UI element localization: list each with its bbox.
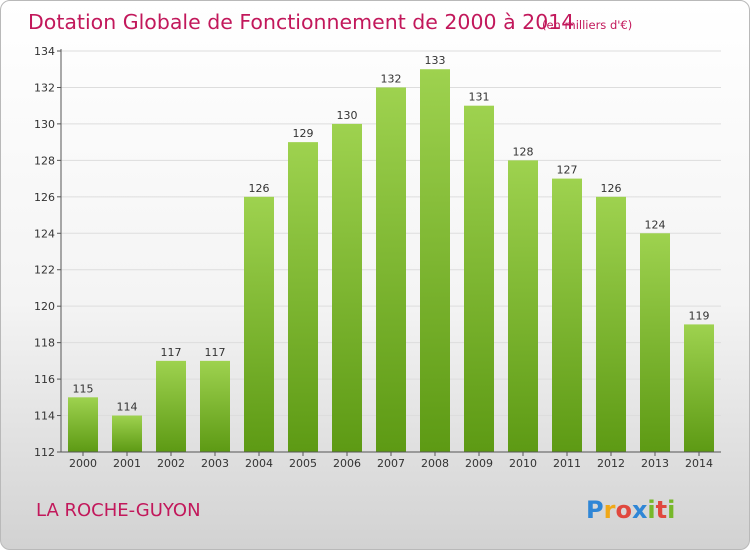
y-tick-label: 114	[34, 410, 55, 423]
x-tick-label: 2007	[377, 457, 405, 470]
bar	[200, 360, 230, 452]
logo-letter: r	[604, 496, 616, 524]
logo-letter: i	[667, 496, 675, 524]
x-tick-label: 2001	[113, 457, 141, 470]
axes: 112 114 116 118 120 122 124 126 128 130 132 134 2000…	[34, 45, 721, 470]
logo-letter: o	[615, 496, 632, 524]
logo-letter: t	[656, 496, 667, 524]
bar	[112, 415, 142, 452]
bar	[68, 397, 98, 452]
bar	[464, 105, 494, 452]
value-label: 115	[73, 382, 94, 395]
logo-letter: x	[632, 496, 648, 524]
proxiti-logo: Proxiti	[586, 496, 675, 524]
value-label: 132	[381, 72, 402, 85]
bar	[596, 196, 626, 452]
y-tick-label: 130	[34, 118, 55, 131]
logo-letter: P	[586, 496, 604, 524]
value-label: 117	[161, 346, 182, 359]
value-label: 131	[469, 91, 490, 104]
x-tick-label: 2003	[201, 457, 229, 470]
x-tick-label: 2008	[421, 457, 449, 470]
value-label: 124	[645, 218, 666, 231]
x-tick-label: 2013	[641, 457, 669, 470]
value-label: 114	[117, 401, 138, 414]
logo-letter: i	[647, 496, 655, 524]
value-label: 117	[205, 346, 226, 359]
bar	[640, 233, 670, 452]
x-tick-label: 2010	[509, 457, 537, 470]
x-tick-label: 2002	[157, 457, 185, 470]
y-tick-label: 120	[34, 300, 55, 313]
value-labels: 115 114 117 117 126 129 130 132 133 131 128 127 126 1…	[73, 54, 710, 413]
bar	[244, 196, 274, 452]
unit-note: (en milliers d'€)	[542, 18, 632, 32]
y-tick-label: 118	[34, 337, 55, 350]
x-tick-label: 2006	[333, 457, 361, 470]
y-tick-label: 116	[34, 373, 55, 386]
x-tick-label: 2005	[289, 457, 317, 470]
x-tick-label: 2004	[245, 457, 273, 470]
value-label: 133	[425, 54, 446, 67]
bar	[552, 178, 582, 452]
commune-name: LA ROCHE-GUYON	[36, 500, 201, 521]
bar	[156, 360, 186, 452]
value-label: 127	[557, 164, 578, 177]
y-tick-label: 134	[34, 45, 55, 58]
chart-title: Dotation Globale de Fonctionnement de 20…	[28, 10, 574, 34]
y-tick-label: 122	[34, 264, 55, 277]
y-tick-label: 126	[34, 191, 55, 204]
y-tick-label: 128	[34, 154, 55, 167]
y-tick-label: 124	[34, 227, 55, 240]
x-tick-label: 2011	[553, 457, 581, 470]
y-tick-label: 112	[34, 446, 55, 459]
y-tick-label: 132	[34, 81, 55, 94]
x-tick-label: 2000	[69, 457, 97, 470]
value-label: 126	[249, 182, 270, 195]
value-label: 130	[337, 109, 358, 122]
bar	[420, 69, 450, 453]
bars	[68, 69, 714, 453]
bar	[376, 87, 406, 453]
bar	[684, 324, 714, 452]
x-tick-label: 2014	[685, 457, 713, 470]
bar	[332, 123, 362, 452]
bar	[508, 160, 538, 452]
value-label: 119	[689, 309, 710, 322]
bar	[288, 142, 318, 453]
value-label: 129	[293, 127, 314, 140]
x-tick-label: 2009	[465, 457, 493, 470]
value-label: 126	[601, 182, 622, 195]
x-tick-label: 2012	[597, 457, 625, 470]
value-label: 128	[513, 145, 534, 158]
